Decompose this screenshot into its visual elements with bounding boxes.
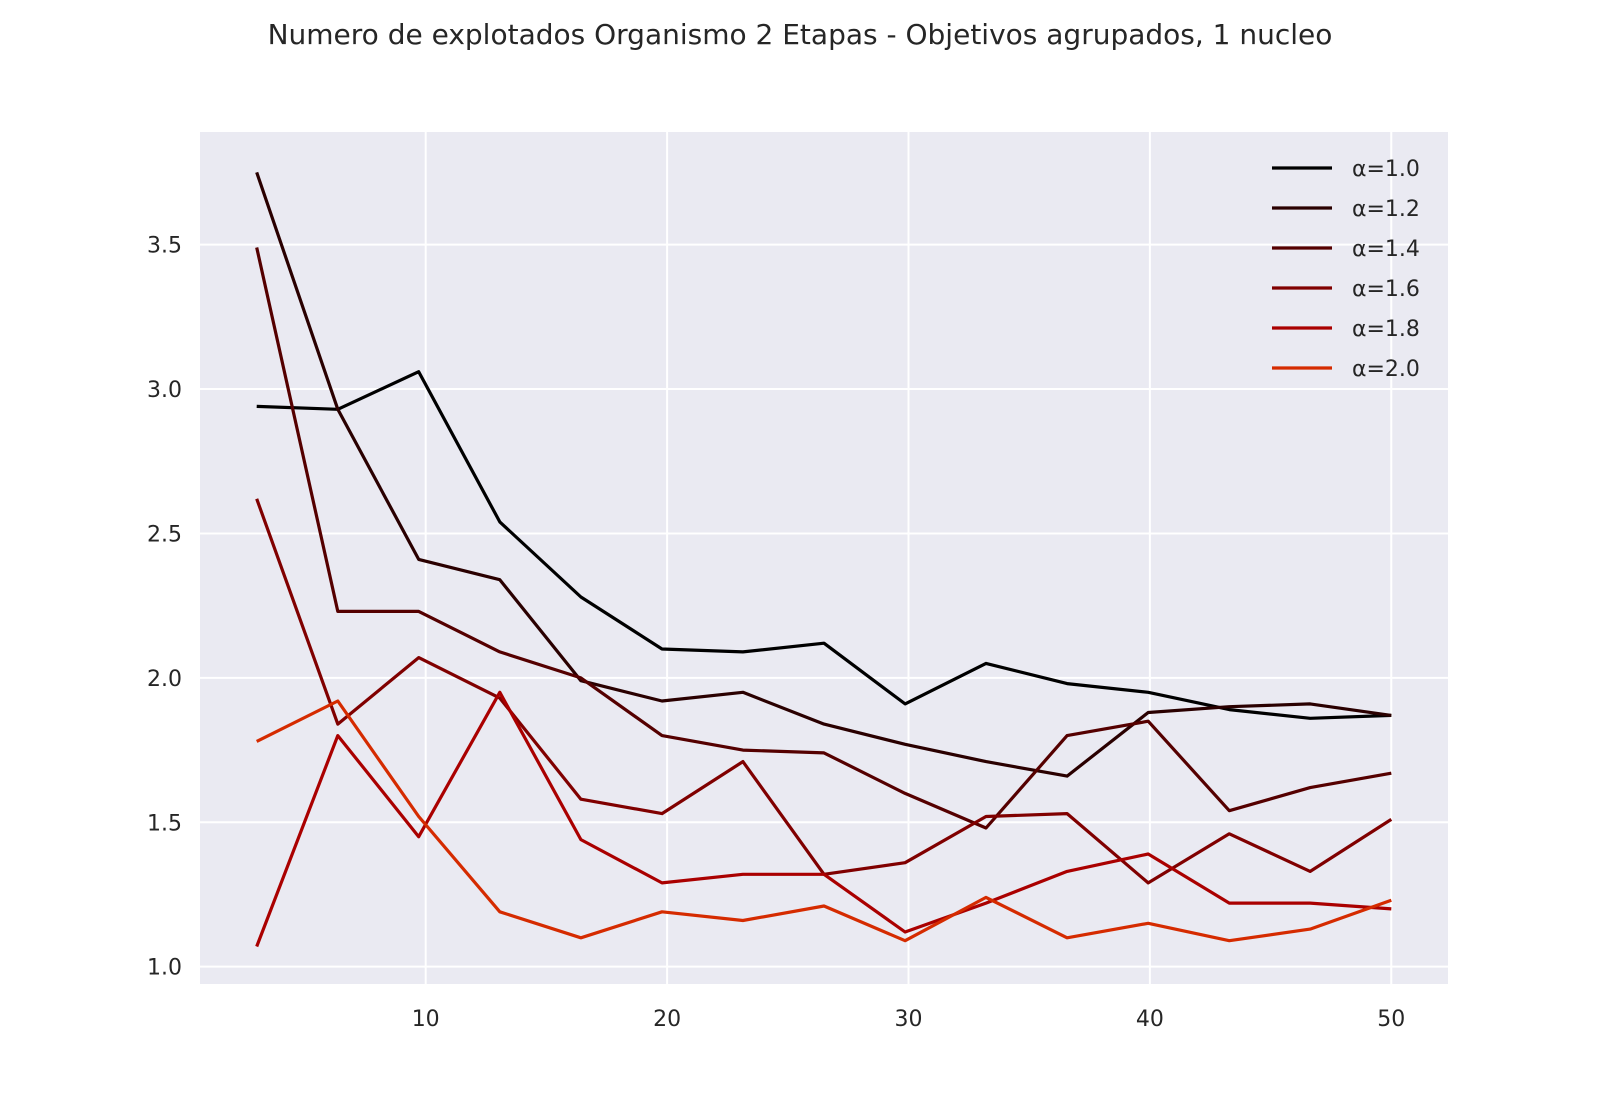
legend-label: α=1.0 [1352,157,1420,182]
x-tick-label: 20 [653,1007,681,1032]
plot-area [200,132,1448,984]
legend-label: α=1.2 [1352,197,1420,222]
legend-label: α=1.4 [1352,237,1420,262]
x-tick-label: 10 [412,1007,440,1032]
legend-label: α=2.0 [1352,357,1420,382]
legend-label: α=1.8 [1352,317,1420,342]
series-line-1 [256,370,1392,720]
series-line-2 [255,171,1392,778]
legend: α=1.0 α=1.2 α=1.4 α=1.6 α=1.8 α=2.0 [1272,157,1420,382]
chart-title: Numero de explotados Organismo 2 Etapas … [268,18,1333,51]
series-line-5 [255,690,1392,948]
legend-label: α=1.6 [1352,277,1420,302]
y-tick-label: 2.5 [147,522,182,547]
y-tick-label: 3.0 [147,378,182,403]
x-tick-label: 40 [1136,1007,1164,1032]
x-axis-ticks: 10 20 30 40 50 [412,1007,1406,1032]
series-lines [255,171,1393,948]
y-tick-label: 1.0 [147,956,182,981]
y-tick-label: 1.5 [147,811,182,836]
x-tick-label: 30 [894,1007,922,1032]
y-tick-label: 3.5 [147,234,182,259]
x-tick-label: 50 [1377,1007,1405,1032]
series-line-3 [255,247,1392,830]
series-line-6 [255,699,1392,943]
y-axis-ticks: 1.0 1.5 2.0 2.5 3.0 3.5 [147,234,182,981]
y-tick-label: 2.0 [147,667,182,692]
